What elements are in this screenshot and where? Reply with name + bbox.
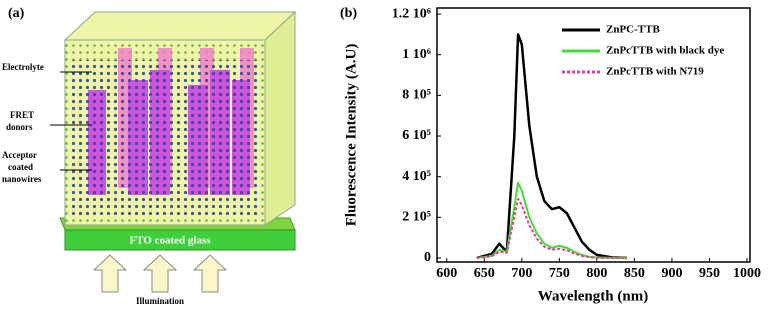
glass-slab <box>64 229 296 251</box>
donor-dots <box>70 60 260 215</box>
y-tick-label: 6 10⁵ <box>402 128 431 143</box>
y-tick-label: 0 <box>424 250 431 265</box>
box-side <box>264 10 296 226</box>
y-tick-label: 1.2 10⁶ <box>392 6 431 21</box>
box-top <box>63 11 297 41</box>
chart: (b) Wavelength (nm) Fluorescence Intensi… <box>340 6 761 304</box>
x-tick-label: 800 <box>586 266 607 281</box>
x-axis-label: Wavelength (nm) <box>538 288 648 304</box>
electrolyte-label: Electrolyte <box>2 62 44 72</box>
y-tick-label: 8 10⁵ <box>402 88 431 103</box>
x-tick-label: 700 <box>511 266 532 281</box>
legend-label: ZnPC-TTB <box>606 24 660 36</box>
data-line <box>476 198 627 259</box>
y-tick-label: 2 10⁵ <box>402 210 431 225</box>
x-tick-label: 900 <box>661 266 682 281</box>
x-tick-label: 600 <box>436 266 457 281</box>
x-tick-label: 850 <box>624 266 645 281</box>
fret-label: donors <box>6 122 33 132</box>
x-tick-label: 950 <box>699 266 720 281</box>
x-tick-label: 650 <box>474 266 495 281</box>
glass-label: FTO coated glass <box>129 235 211 247</box>
acceptor-label: Acceptor <box>2 150 37 160</box>
acceptor-label: coated <box>8 162 33 172</box>
fret-label: FRET <box>10 110 34 120</box>
data-line <box>476 33 627 260</box>
panel-label: (b) <box>340 6 357 21</box>
x-tick-label: 750 <box>549 266 570 281</box>
y-tick-label: 1 10⁶ <box>402 47 431 62</box>
legend-label: ZnPcTTB with N719 <box>606 66 704 78</box>
data-line <box>476 181 627 259</box>
arrows <box>92 254 228 293</box>
legend-label: ZnPcTTB with black dye <box>606 45 724 57</box>
diagram: (a) FTO coated glass Electrolyte FRET do… <box>2 6 297 306</box>
y-tick-label: 4 10⁵ <box>402 169 431 184</box>
acceptor-label: nanowires <box>2 174 42 184</box>
panel-label: (a) <box>8 6 25 21</box>
y-axis-label: Fluorescence Intensity (A.U) <box>343 44 359 227</box>
x-tick-label: 1000 <box>733 266 761 281</box>
illumination-label: Illumination <box>136 296 184 306</box>
plot-frame <box>436 7 751 263</box>
